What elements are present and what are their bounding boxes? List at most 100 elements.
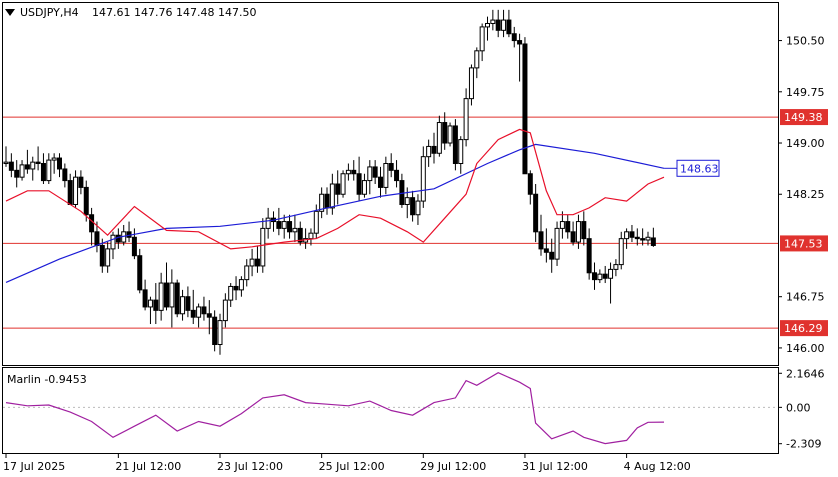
candle-bear [137, 255, 143, 291]
candle-bull [329, 183, 335, 209]
candle-bull [110, 234, 116, 250]
candle-bear [14, 169, 20, 178]
candle-bull [46, 159, 52, 182]
oscillator-tick-label: -2.309 [786, 438, 821, 451]
candle-bear [522, 43, 528, 175]
candle-bear [586, 238, 592, 274]
candle-bear [276, 221, 282, 229]
candle-bull [217, 320, 223, 346]
candle-bull [468, 67, 474, 100]
candle-bear [394, 169, 400, 182]
candle-bear [533, 193, 539, 233]
time-axis: 17 Jul 2025 21 Jul 12:00 23 Jul 12:00 25 Ju… [3, 454, 691, 473]
candle-bull [485, 22, 490, 28]
candle-bear [287, 221, 293, 233]
ma-fast-line [5, 128, 665, 250]
candle-bear [442, 122, 448, 144]
candle-bear [634, 236, 640, 240]
candle-bull [463, 98, 469, 141]
candle-bull [554, 227, 560, 260]
candle-bull [158, 282, 164, 311]
level-tag-bg [780, 320, 828, 337]
ma-slow-line [5, 143, 665, 283]
candle-bear [233, 285, 239, 291]
candle-bear [131, 236, 137, 257]
candle-bear [517, 40, 523, 45]
candle-bull [222, 299, 228, 322]
candle-bull [180, 296, 186, 315]
candle-bull [196, 306, 202, 318]
candle-bull [426, 145, 432, 158]
candle-bear [185, 296, 191, 311]
time-tick-label: 31 Jul 12:00 [522, 460, 588, 473]
candle-bull [244, 265, 250, 281]
candle-bear [452, 125, 458, 165]
candle-bull [645, 236, 651, 241]
triangle-down-icon[interactable] [5, 9, 15, 16]
candle-bear [8, 161, 14, 171]
candle-bull [319, 193, 325, 212]
candle-bull [624, 231, 630, 240]
candle-bear [570, 231, 576, 243]
level-tag-bg [780, 109, 828, 126]
candle-bear [335, 183, 341, 195]
candle-bull [313, 210, 319, 234]
candle-bear [254, 258, 260, 267]
candle-bear [372, 166, 378, 178]
time-tick-label: 23 Jul 12:00 [217, 460, 283, 473]
candle-bear [153, 299, 159, 311]
price-axis: 150.50 149.75 149.00 148.25 146.75 146.00 [778, 35, 825, 355]
candle-bear [324, 193, 330, 209]
oscillator-tick-label: 0.00 [786, 401, 811, 414]
oscillator-line [5, 372, 665, 445]
candle-bear [67, 180, 73, 205]
candle-bear [83, 186, 89, 216]
candle-bull [19, 164, 25, 178]
ma-label-box [676, 159, 720, 177]
candle-bear [351, 169, 357, 175]
level-tag-label: 149.38 [784, 111, 823, 124]
candle-bull [147, 299, 153, 308]
candle-bull [559, 221, 565, 229]
candle-bear [99, 244, 105, 267]
candle-bull [474, 50, 480, 69]
candle-bear [581, 221, 587, 240]
candle-bear [543, 248, 549, 253]
candle-bear [506, 19, 512, 35]
candle-bear [174, 282, 180, 315]
candle-bear [78, 176, 84, 188]
candle-bear [410, 197, 416, 216]
price-tick-label: 150.50 [786, 35, 825, 48]
candle-bull [436, 122, 442, 154]
price-tick-label: 149.75 [786, 86, 825, 99]
candle-bull [340, 173, 346, 195]
level-tag-label: 147.53 [784, 237, 823, 250]
candle-bear [602, 273, 608, 279]
candle-bear [640, 238, 646, 241]
candle-bear [549, 251, 555, 260]
candle-bull [479, 26, 485, 52]
candle-bull [501, 19, 507, 31]
level-tag-bg [780, 235, 828, 252]
candle-bear [190, 309, 196, 318]
candle-bull [458, 139, 464, 165]
time-tick-label: 25 Jul 12:00 [319, 460, 385, 473]
candle-bear [89, 214, 95, 233]
candle-bear [297, 227, 303, 243]
candle-bull [404, 197, 410, 205]
time-tick-label: 17 Jul 2025 [3, 460, 65, 473]
candle-bull [618, 238, 624, 266]
candle-bull [30, 161, 36, 170]
time-tick-label: 4 Aug 12:00 [624, 460, 691, 473]
candle-bear [62, 168, 68, 182]
price-tick-label: 146.75 [786, 291, 825, 304]
candle-bull [415, 200, 421, 216]
candle-bull [3, 161, 9, 165]
time-tick-label: 29 Jul 12:00 [420, 460, 486, 473]
price-tick-label: 149.00 [786, 137, 825, 150]
price-tick-label: 146.00 [786, 342, 825, 355]
candle-bear [388, 163, 394, 171]
time-tick-label: 21 Jul 12:00 [115, 460, 181, 473]
